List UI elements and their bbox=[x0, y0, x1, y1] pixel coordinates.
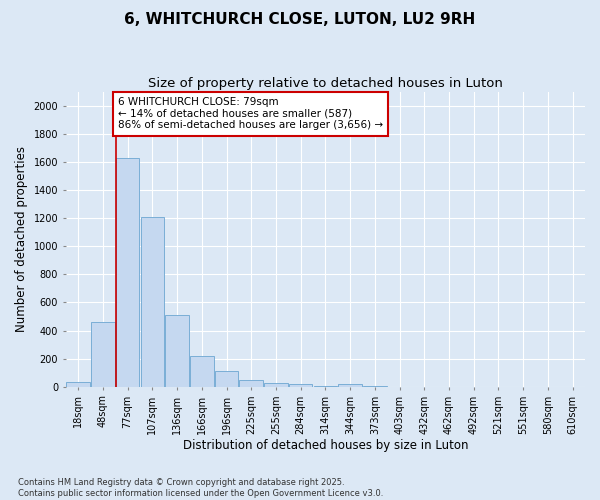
Bar bbox=[116, 158, 139, 387]
Text: 6 WHITCHURCH CLOSE: 79sqm
← 14% of detached houses are smaller (587)
86% of semi: 6 WHITCHURCH CLOSE: 79sqm ← 14% of detac… bbox=[118, 98, 383, 130]
Bar bbox=[91, 322, 115, 387]
Y-axis label: Number of detached properties: Number of detached properties bbox=[15, 146, 28, 332]
Bar bbox=[166, 315, 189, 387]
Title: Size of property relative to detached houses in Luton: Size of property relative to detached ho… bbox=[148, 78, 503, 90]
Bar bbox=[215, 370, 238, 387]
Text: Contains HM Land Registry data © Crown copyright and database right 2025.
Contai: Contains HM Land Registry data © Crown c… bbox=[18, 478, 383, 498]
X-axis label: Distribution of detached houses by size in Luton: Distribution of detached houses by size … bbox=[182, 440, 468, 452]
Bar bbox=[314, 386, 337, 387]
Bar bbox=[239, 380, 263, 387]
Bar bbox=[67, 382, 90, 387]
Bar bbox=[289, 384, 313, 387]
Bar bbox=[190, 356, 214, 387]
Text: 6, WHITCHURCH CLOSE, LUTON, LU2 9RH: 6, WHITCHURCH CLOSE, LUTON, LU2 9RH bbox=[124, 12, 476, 28]
Bar bbox=[140, 216, 164, 387]
Bar bbox=[363, 386, 386, 387]
Bar bbox=[264, 384, 288, 387]
Bar bbox=[338, 384, 362, 387]
